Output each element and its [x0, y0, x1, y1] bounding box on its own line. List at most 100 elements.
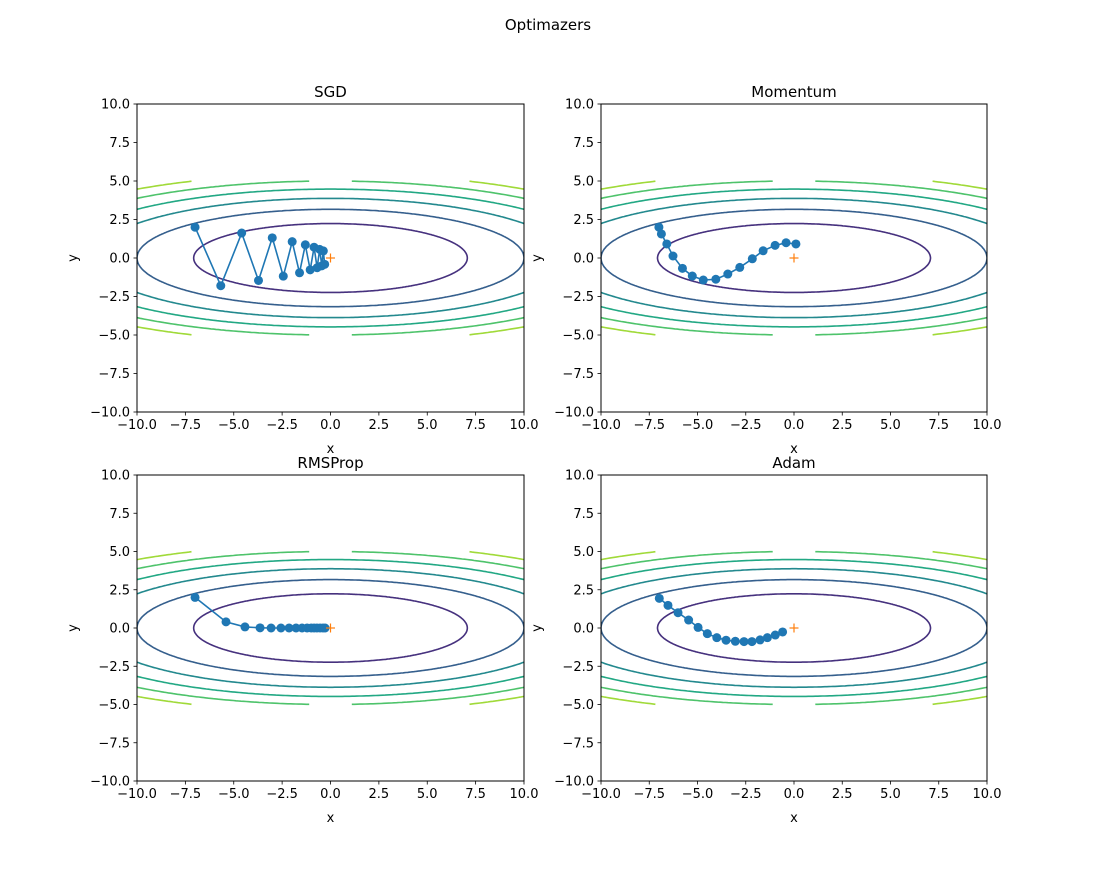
- x-tick-label: −7.5: [170, 418, 202, 433]
- x-tick-label: 0.0: [320, 787, 341, 802]
- y-tick-label: −5.0: [98, 698, 130, 713]
- x-axis-label: x: [327, 811, 335, 826]
- optimizer-path-line: [194, 226, 326, 288]
- path-point: [677, 263, 687, 273]
- path-point: [276, 623, 286, 633]
- contour-level-25: [137, 550, 310, 706]
- x-tick-label: −7.5: [170, 787, 202, 802]
- path-point: [702, 629, 712, 639]
- y-tick-label: 5.0: [109, 175, 130, 190]
- y-tick-label: 10.0: [101, 469, 130, 484]
- y-tick-label: −2.5: [98, 660, 130, 675]
- y-tick-label: 5.0: [573, 545, 594, 560]
- contour-level-20: [137, 188, 524, 328]
- x-tick-label: −2.5: [266, 787, 298, 802]
- path-point: [662, 239, 672, 249]
- contour-level-20: [601, 188, 987, 328]
- y-tick-label: 0.0: [573, 622, 594, 637]
- x-tick-label: 7.5: [465, 787, 486, 802]
- contour-level-25: [815, 316, 987, 336]
- path-point: [654, 222, 664, 232]
- y-axis-label: y: [66, 624, 81, 632]
- x-tick-label: −10.0: [581, 418, 621, 433]
- y-tick-label: 10.0: [565, 469, 594, 484]
- path-point: [295, 268, 305, 278]
- contour-level-25: [601, 180, 773, 336]
- y-tick-label: 0.0: [109, 622, 130, 637]
- x-tick-label: −5.0: [682, 787, 714, 802]
- contour-level-10: [601, 578, 987, 678]
- x-tick-label: 2.5: [369, 787, 390, 802]
- contour-level-10: [137, 578, 524, 678]
- subplot-title: SGD: [314, 83, 347, 101]
- contour-level-5: [192, 592, 469, 664]
- path-point: [712, 633, 722, 643]
- subplot-rmsprop: −10.0−10.0 −7.5 −7.5 −5.0 −5.0 −2.5 −2.5 0.0 0.0…: [66, 454, 539, 826]
- y-tick-label: −2.5: [562, 290, 594, 305]
- path-point: [305, 265, 315, 275]
- x-tick-label: −2.5: [266, 418, 298, 433]
- x-tick-label: −7.5: [633, 787, 665, 802]
- x-tick-label: 5.0: [880, 787, 901, 802]
- x-tick-label: 10.0: [510, 418, 539, 433]
- contour-level-25: [601, 550, 773, 706]
- path-point: [684, 615, 694, 625]
- path-point: [770, 240, 780, 250]
- y-tick-label: 7.5: [109, 136, 130, 151]
- path-point: [721, 635, 731, 645]
- contour-level-25: [815, 180, 987, 200]
- y-tick-label: −7.5: [98, 736, 130, 751]
- x-tick-label: −10.0: [117, 418, 157, 433]
- path-point: [320, 623, 330, 633]
- path-point: [320, 259, 330, 269]
- figure-title: Optimazers: [505, 16, 591, 34]
- y-axis-label: y: [530, 624, 545, 632]
- path-point: [673, 608, 683, 618]
- y-tick-label: −10.0: [90, 775, 130, 790]
- x-axis-label: x: [790, 811, 798, 826]
- path-point: [318, 246, 328, 256]
- x-tick-label: 10.0: [510, 787, 539, 802]
- path-point: [735, 262, 745, 272]
- path-point: [687, 271, 697, 281]
- path-point: [278, 271, 288, 281]
- y-tick-label: 0.0: [109, 252, 130, 267]
- path-point: [730, 636, 740, 646]
- contour-level-25: [351, 686, 524, 706]
- x-tick-label: −10.0: [581, 787, 621, 802]
- y-tick-label: −2.5: [562, 660, 594, 675]
- y-tick-label: 2.5: [573, 583, 594, 598]
- x-tick-label: 0.0: [320, 418, 341, 433]
- x-tick-label: −5.0: [682, 418, 714, 433]
- x-tick-label: −5.0: [218, 418, 250, 433]
- subplot-sgd: −10.0−10.0 −7.5 −7.5 −5.0 −5.0 −2.5 −2.5 0.0 0.0…: [66, 83, 539, 457]
- y-tick-label: 2.5: [109, 583, 130, 598]
- contour-level-25: [815, 686, 987, 706]
- x-tick-label: 0.0: [784, 787, 805, 802]
- contour-level-10: [601, 208, 987, 308]
- path-point: [284, 623, 294, 633]
- x-tick-label: −2.5: [730, 787, 762, 802]
- x-tick-label: 5.0: [417, 418, 438, 433]
- subplot-title: RMSProp: [297, 454, 363, 472]
- x-tick-label: 5.0: [880, 418, 901, 433]
- contour-level-25: [351, 316, 524, 336]
- y-tick-label: 7.5: [573, 507, 594, 522]
- y-tick-label: −10.0: [90, 406, 130, 421]
- path-point: [747, 637, 757, 647]
- y-tick-label: −10.0: [554, 775, 594, 790]
- y-tick-label: 10.0: [565, 98, 594, 113]
- minimum-marker: [789, 253, 799, 263]
- y-tick-label: −10.0: [554, 406, 594, 421]
- path-point: [656, 229, 666, 239]
- contour-level-15: [601, 567, 987, 689]
- path-point: [747, 254, 757, 264]
- subplot-title: Adam: [772, 454, 815, 472]
- x-tick-label: −2.5: [730, 418, 762, 433]
- y-tick-label: 2.5: [573, 213, 594, 228]
- path-point: [693, 622, 703, 632]
- contour-level-25: [351, 180, 524, 200]
- path-point: [755, 635, 765, 645]
- y-tick-label: 10.0: [101, 98, 130, 113]
